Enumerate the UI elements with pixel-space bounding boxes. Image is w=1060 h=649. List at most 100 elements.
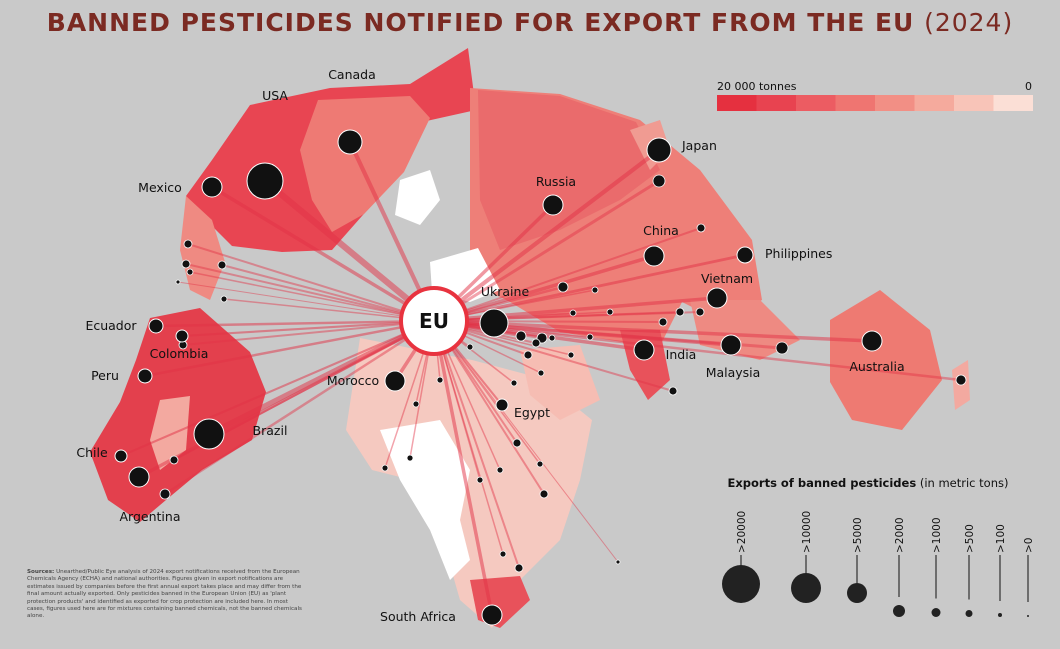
country-bubble	[495, 398, 509, 412]
small-dot	[569, 309, 577, 317]
size-legend-heading: Exports of banned pesticides	[728, 476, 917, 490]
sources-label: Sources:	[27, 569, 55, 575]
africa	[346, 338, 592, 628]
link-line	[155, 319, 435, 328]
link-line	[433, 179, 660, 323]
arabia	[520, 345, 600, 420]
country-bubble	[481, 604, 503, 626]
link-line	[211, 185, 435, 323]
link-line	[433, 320, 504, 555]
size-legend-circle	[722, 565, 760, 603]
small-dot	[675, 307, 685, 317]
small-dot	[695, 307, 705, 317]
small-dot	[436, 376, 444, 384]
country-bubble	[542, 194, 564, 216]
country-bubble	[706, 287, 728, 309]
russia	[478, 90, 660, 250]
small-dot	[606, 308, 614, 316]
country-bubble	[384, 370, 406, 392]
country-labels: Canada USA Mexico Japan Russia China Philippin…	[76, 67, 904, 624]
sources: Sources: Unearthed/Public Eye analysis o…	[27, 569, 305, 621]
country-label: Malaysia	[706, 365, 761, 380]
link-line	[177, 281, 435, 322]
color-legend-max: 20 000 tonnes	[717, 80, 797, 93]
country-bubble	[137, 368, 153, 384]
small-dot	[515, 330, 527, 342]
size-legend-label: >2000	[894, 517, 906, 553]
small-dot	[668, 386, 678, 396]
small-dot	[531, 338, 541, 348]
country-bubble	[193, 418, 225, 450]
link-line	[187, 243, 435, 322]
link-line	[223, 298, 435, 322]
country-label: Egypt	[514, 405, 550, 420]
country-label: Philippines	[765, 246, 832, 261]
size-legend-label: >0	[1023, 538, 1035, 553]
small-dot	[496, 466, 504, 474]
color-swatch	[835, 95, 875, 111]
color-swatch	[993, 95, 1033, 111]
small-dot	[175, 279, 181, 285]
title-text: BANNED PESTICIDES NOTIFIED FOR EXPORT FR…	[46, 8, 915, 37]
small-dot	[381, 464, 389, 472]
sources-text: Unearthed/Public Eye analysis of 2024 ex…	[27, 569, 302, 620]
country-bubbles	[114, 129, 883, 626]
link-line	[433, 311, 681, 322]
title: BANNED PESTICIDES NOTIFIED FOR EXPORT FR…	[0, 8, 1060, 37]
small-dot	[181, 259, 191, 269]
country-bubble	[479, 308, 509, 338]
color-swatch	[717, 95, 757, 111]
link-line	[432, 148, 661, 323]
country-label: Russia	[536, 174, 576, 189]
small-dot	[514, 563, 524, 573]
link-line	[185, 263, 435, 322]
link-line	[433, 320, 520, 569]
small-dots	[159, 174, 967, 573]
color-legend: 20 000 tonnes 0	[717, 80, 1033, 111]
size-legend-label: >100	[995, 524, 1007, 553]
country-label: Peru	[91, 368, 119, 383]
country-bubble	[720, 334, 742, 356]
country-bubble	[246, 162, 284, 200]
country-label: Australia	[849, 359, 904, 374]
link-line	[433, 254, 655, 323]
australia	[830, 290, 942, 430]
link-line	[138, 319, 435, 479]
country-label: South Africa	[380, 609, 456, 624]
country-label: Ecuador	[85, 318, 137, 333]
country-label: Mexico	[138, 180, 182, 195]
link-line	[433, 320, 674, 392]
small-dot	[567, 351, 575, 359]
country-label: Ukraine	[481, 284, 530, 299]
title-year: (2024)	[924, 8, 1014, 37]
small-dot	[220, 295, 228, 303]
eu-circle	[399, 286, 469, 356]
link-line	[144, 319, 435, 378]
country-bubble	[114, 449, 128, 463]
country-bubble	[175, 329, 189, 343]
color-legend-min: 0	[1025, 80, 1032, 93]
small-dot	[536, 460, 544, 468]
country-label: Argentina	[120, 509, 181, 524]
size-legend-circle	[965, 610, 973, 617]
small-dot	[217, 260, 227, 270]
link-line	[433, 320, 619, 563]
size-legend-label: >20000	[736, 511, 748, 553]
small-dot	[512, 438, 522, 448]
size-legend-unit: (in metric tons)	[920, 476, 1009, 490]
country-label: Morocco	[327, 373, 379, 388]
link-line	[181, 319, 435, 338]
size-legend: Exports of banned pesticides (in metric …	[722, 476, 1035, 617]
link-line	[262, 178, 437, 324]
small-dot	[476, 476, 484, 484]
country-label: USA	[262, 88, 288, 103]
size-legend-circle	[847, 583, 867, 603]
eu-label: EU	[419, 309, 449, 333]
color-swatch	[796, 95, 836, 111]
size-legend-circle	[893, 605, 905, 617]
small-dot	[537, 369, 545, 377]
size-legend-label: >1000	[931, 517, 943, 553]
size-legend-label: >10000	[801, 511, 813, 553]
size-legend-title: Exports of banned pesticides (in metric …	[728, 476, 1009, 490]
